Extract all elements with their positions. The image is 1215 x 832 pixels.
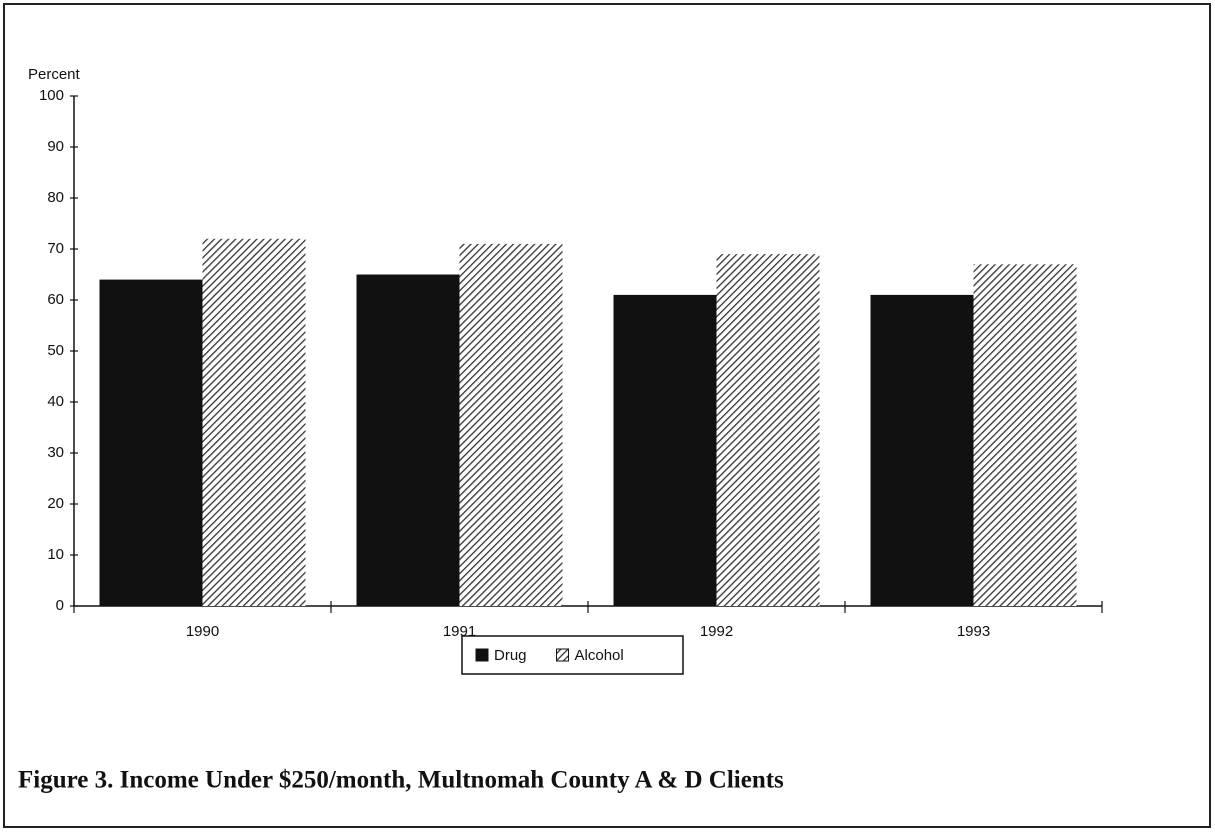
y-axis-label: Percent	[28, 66, 81, 83]
bar	[202, 238, 306, 607]
y-tick-label: 40	[47, 393, 64, 410]
legend-label: Drug	[494, 647, 527, 664]
chart-title: Figure 3. Income Under $250/month, Multn…	[18, 767, 784, 794]
x-tick-label: 1992	[700, 623, 733, 640]
y-tick-label: 90	[47, 138, 64, 155]
y-tick-label: 10	[47, 546, 64, 563]
y-tick-label: 0	[56, 597, 64, 614]
frame	[3, 3, 1211, 828]
y-tick-label: 60	[47, 291, 64, 308]
legend-swatch	[475, 648, 489, 662]
bar	[973, 264, 1077, 606]
bar	[459, 243, 563, 606]
bar	[870, 294, 974, 606]
bar	[356, 274, 460, 606]
y-tick-label: 50	[47, 342, 64, 359]
y-tick-label: 100	[39, 87, 64, 104]
bar	[613, 294, 717, 606]
bar	[716, 254, 820, 606]
legend-label: Alcohol	[575, 647, 624, 664]
x-tick-label: 1993	[957, 623, 990, 640]
y-tick-label: 20	[47, 495, 64, 512]
y-tick-label: 30	[47, 444, 64, 461]
bar	[99, 279, 203, 606]
legend-box	[461, 635, 684, 675]
legend-swatch	[556, 648, 570, 662]
y-tick-label: 80	[47, 189, 64, 206]
x-tick-label: 1990	[186, 623, 219, 640]
y-tick-label: 70	[47, 240, 64, 257]
